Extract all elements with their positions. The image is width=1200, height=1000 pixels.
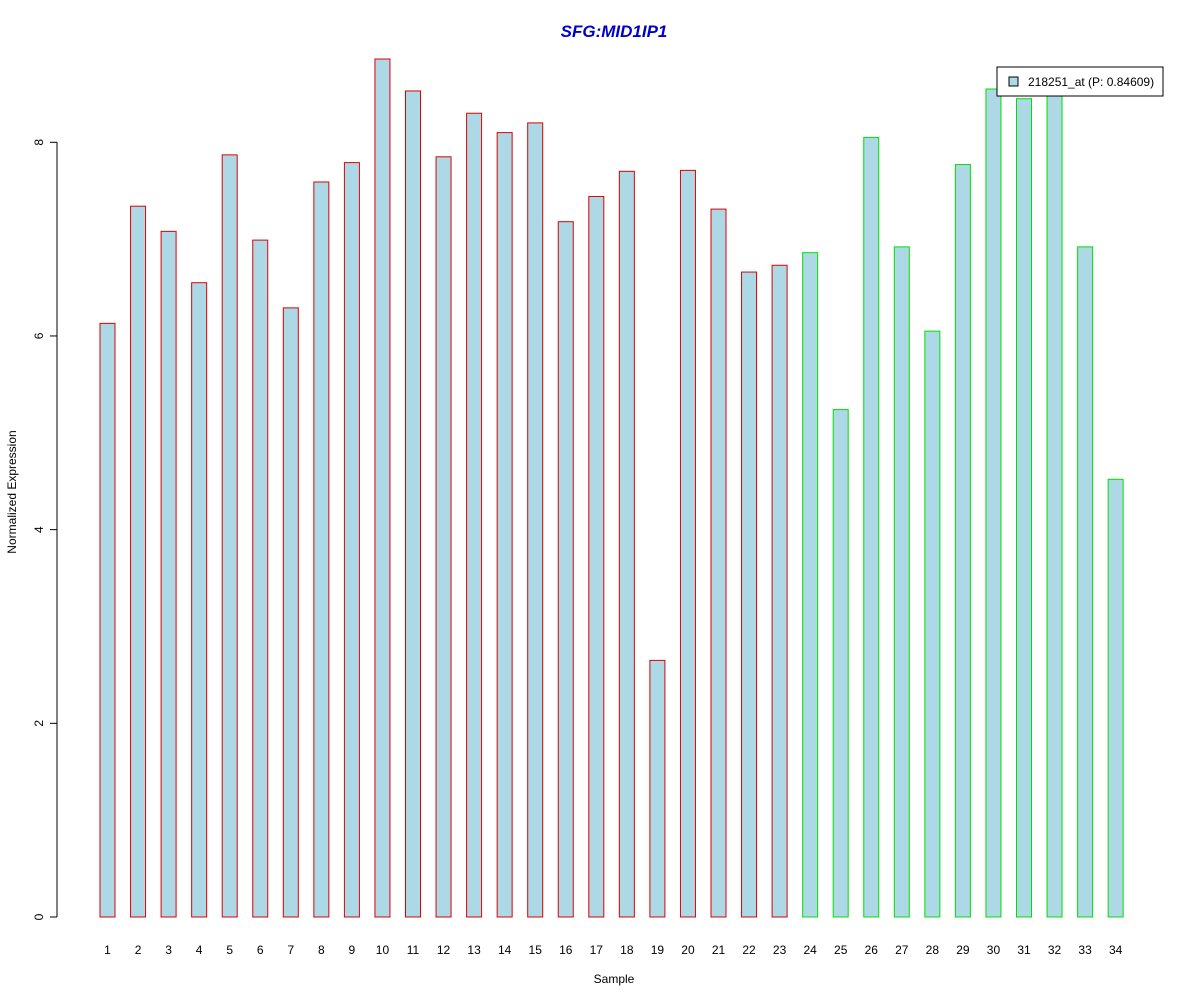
bar-15 <box>527 122 544 918</box>
x-tick-label: 34 <box>1109 943 1123 957</box>
x-tick-label: 19 <box>651 943 665 957</box>
bar-34 <box>1107 478 1124 918</box>
bar-31 <box>1016 98 1032 918</box>
y-axis-label: Normalized Expression <box>5 430 19 553</box>
x-tick-label: 11 <box>407 943 420 957</box>
bar-9 <box>343 162 360 918</box>
legend: 218251_at (P: 0.84609) <box>996 66 1164 97</box>
x-tick-label: 7 <box>287 943 294 957</box>
x-tick-label: 32 <box>1048 943 1062 957</box>
x-tick-label: 14 <box>498 943 512 957</box>
bar-19 <box>649 659 666 918</box>
x-tick-label: 5 <box>226 943 233 957</box>
x-tick-label: 22 <box>742 943 756 957</box>
x-tick-label: 17 <box>590 943 604 957</box>
x-tick-label: 28 <box>926 943 940 957</box>
bar-1 <box>99 322 116 918</box>
bar-29 <box>954 164 971 918</box>
x-tick-label: 26 <box>865 943 879 957</box>
bars <box>99 58 1124 918</box>
x-tick-label: 6 <box>257 943 264 957</box>
x-tick-label: 9 <box>349 943 356 957</box>
bar-27 <box>893 246 910 918</box>
bar-25 <box>832 409 849 918</box>
x-tick-label: 12 <box>437 943 451 957</box>
x-tick-labels: 1 2 3 4 5 6 7 8 9 10 11 12 13 14 15 16 17 18 19 20 21 22 23 24 2… <box>104 943 1122 957</box>
x-tick-label: 27 <box>895 943 909 957</box>
legend-box <box>996 66 1164 97</box>
bar-6 <box>252 239 269 918</box>
bar-12 <box>435 156 452 918</box>
bar-23 <box>771 264 788 918</box>
bar-24 <box>802 252 819 918</box>
x-tick-label: 23 <box>773 943 787 957</box>
legend-swatch <box>1008 76 1019 87</box>
x-tick-label: 4 <box>196 943 203 957</box>
x-tick-label: 18 <box>620 943 634 957</box>
bar-7 <box>282 307 299 918</box>
x-tick-label: 30 <box>987 943 1001 957</box>
x-tick-label: 1 <box>104 943 111 957</box>
bar-2 <box>130 205 147 918</box>
bar-14 <box>496 132 513 918</box>
x-tick-label: 13 <box>467 943 481 957</box>
legend-label: 218251_at (P: 0.84609) <box>1028 75 1154 89</box>
x-tick-label: 24 <box>803 943 817 957</box>
bar-4 <box>191 282 208 918</box>
bar-20 <box>679 169 696 918</box>
bar-26 <box>863 136 880 918</box>
x-tick-label: 16 <box>559 943 573 957</box>
x-tick-label: 10 <box>376 943 390 957</box>
bar-3 <box>160 230 177 918</box>
y-axis: 0 2 4 6 8 <box>32 139 58 920</box>
bar-28 <box>924 330 941 918</box>
x-tick-label: 31 <box>1017 943 1031 957</box>
y-tick-label: 2 <box>32 720 46 727</box>
bar-8 <box>313 181 330 918</box>
x-tick-label: 2 <box>135 943 142 957</box>
y-tick-label: 4 <box>32 526 46 533</box>
y-tick-label: 8 <box>32 139 46 146</box>
bar-30 <box>985 88 1002 918</box>
bar-11 <box>405 90 421 918</box>
x-axis-label: Sample <box>594 972 635 986</box>
bar-10 <box>374 58 391 918</box>
y-tick-label: 6 <box>32 332 46 339</box>
bar-17 <box>588 196 605 918</box>
x-tick-label: 3 <box>165 943 172 957</box>
bar-33 <box>1077 246 1094 918</box>
chart-title: SFG:MID1IP1 <box>561 22 668 41</box>
x-tick-label: 21 <box>712 943 726 957</box>
bar-32 <box>1046 94 1063 918</box>
x-tick-label: 15 <box>529 943 543 957</box>
x-tick-label: 20 <box>681 943 695 957</box>
bar-22 <box>741 271 758 918</box>
x-tick-label: 29 <box>956 943 970 957</box>
bar-18 <box>618 170 635 918</box>
y-tick-label: 0 <box>32 913 46 920</box>
x-tick-label: 33 <box>1078 943 1092 957</box>
bar-21 <box>710 208 727 918</box>
x-tick-label: 8 <box>318 943 325 957</box>
bar-13 <box>466 112 483 918</box>
x-tick-label: 25 <box>834 943 848 957</box>
bar-16 <box>557 221 574 918</box>
bar-5 <box>221 154 238 918</box>
